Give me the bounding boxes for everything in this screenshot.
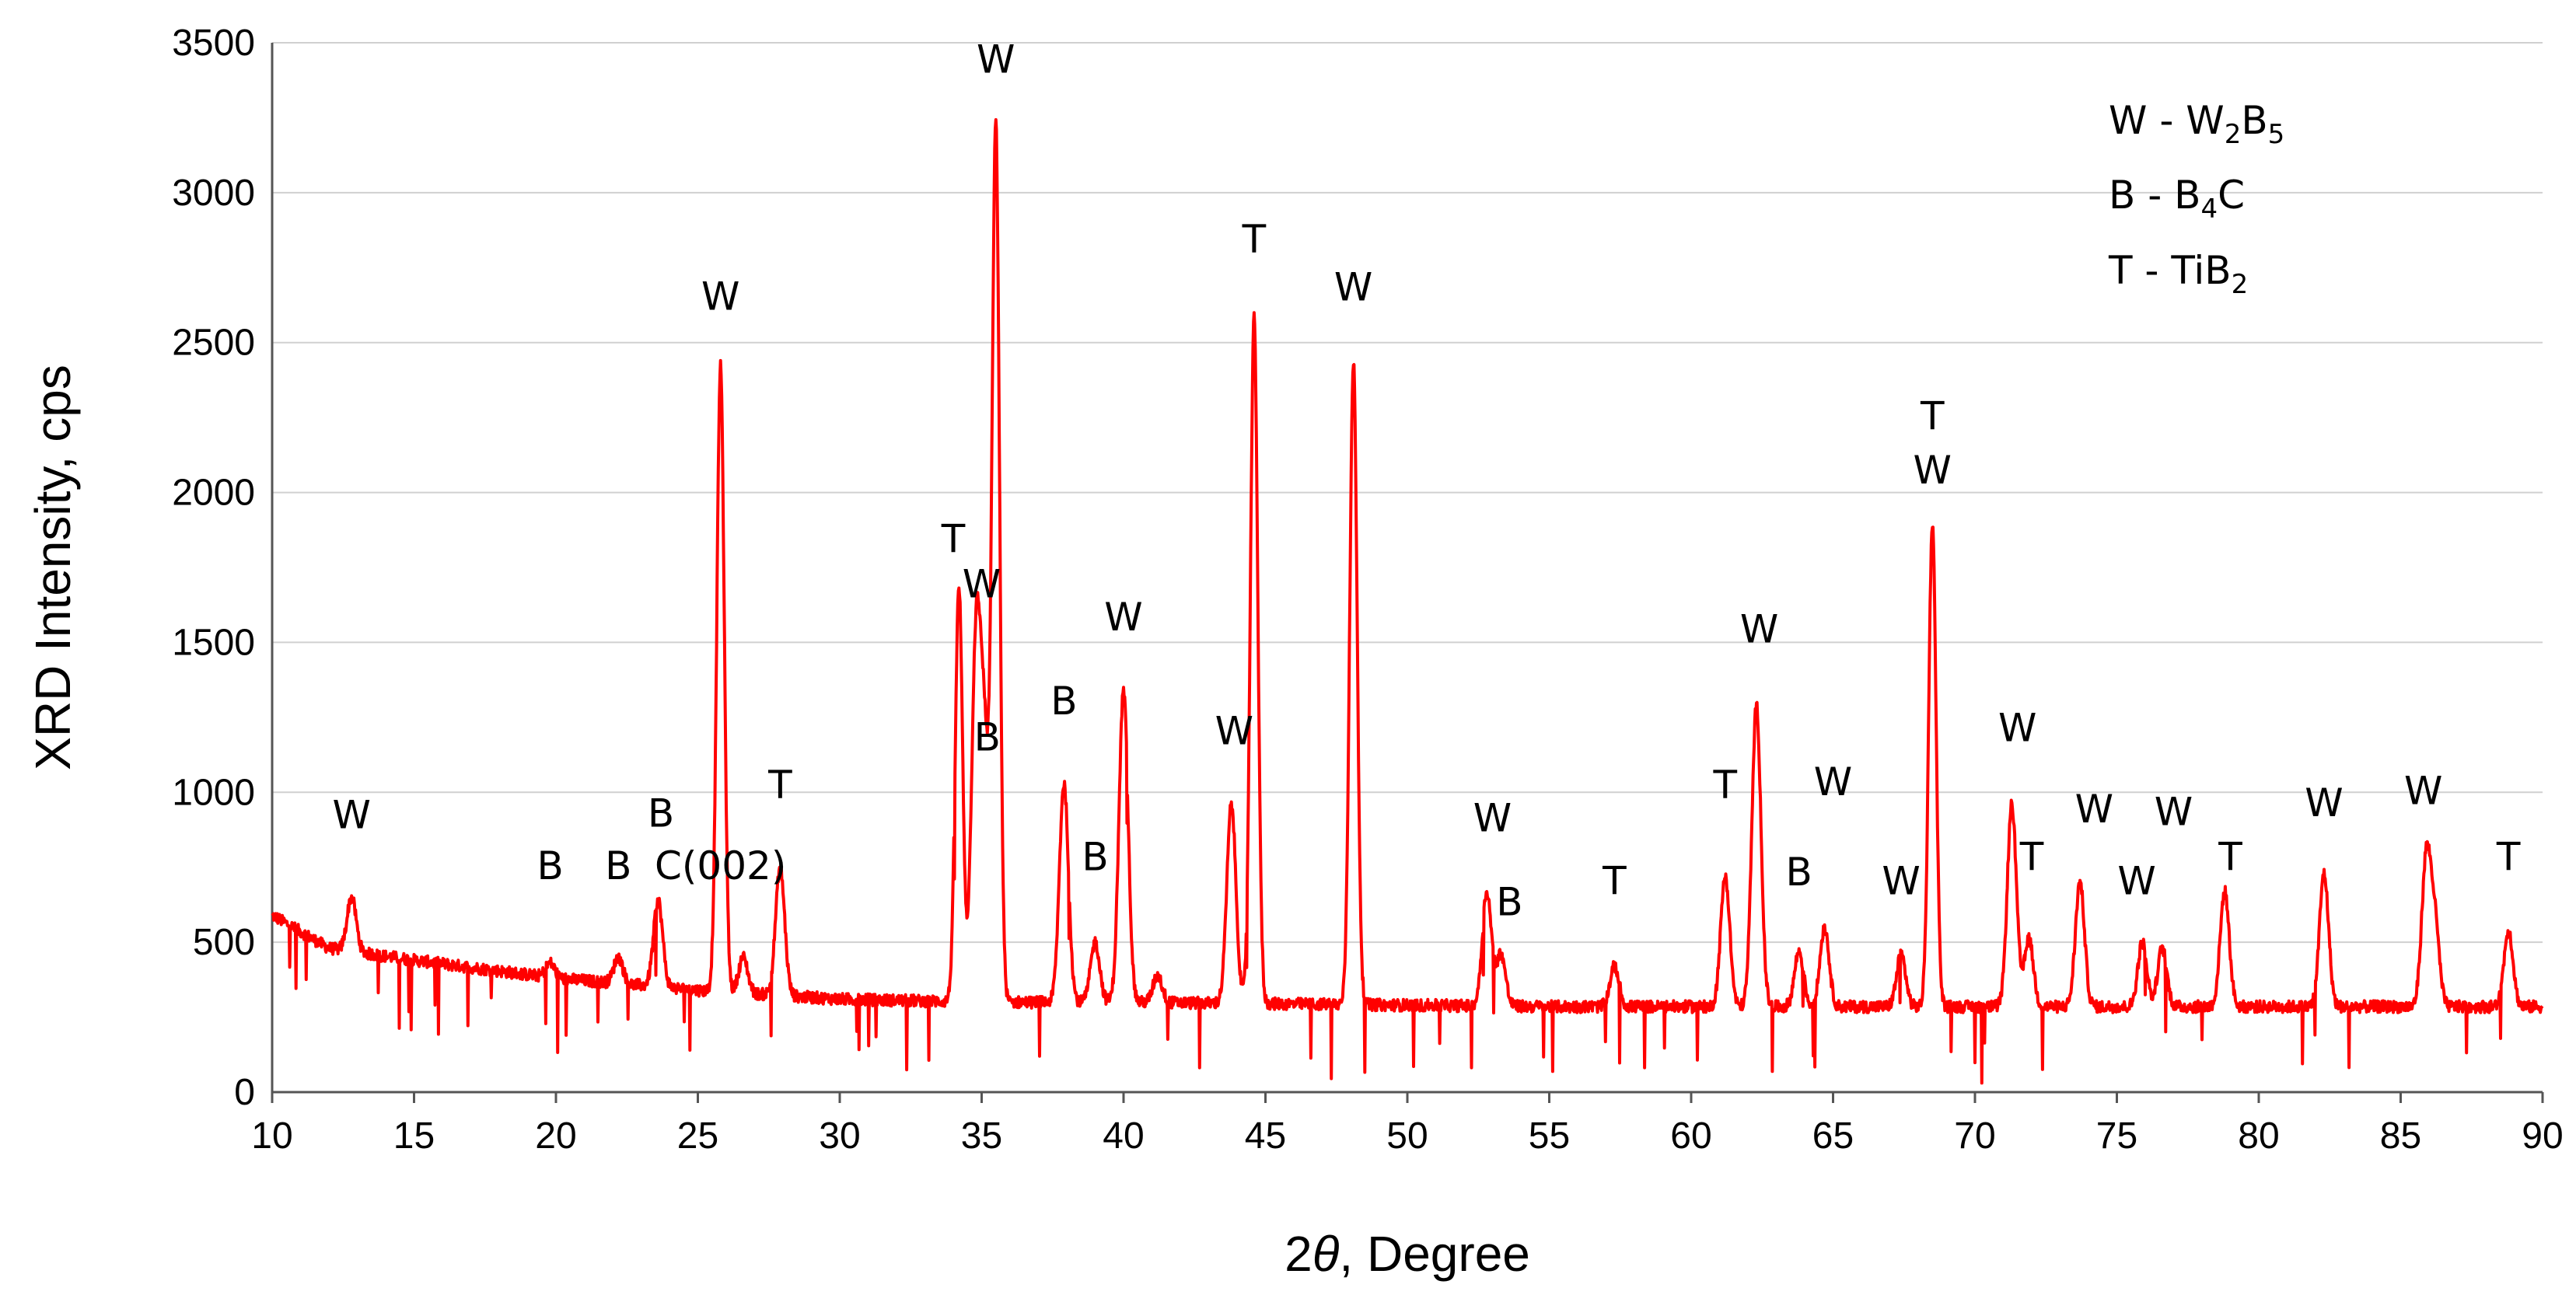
peak-label: B <box>1786 850 1812 895</box>
legend-entry-w-prefix: W - W <box>2109 98 2225 143</box>
peak-label: T <box>941 517 966 562</box>
peak-label: W <box>1882 858 1920 903</box>
legend-entry-b-mid: C <box>2218 173 2245 218</box>
y-tick-label: 1500 <box>172 622 255 663</box>
x-tick-label: 30 <box>819 1115 860 1157</box>
legend-entry-w-sub2: 5 <box>2268 119 2285 150</box>
peak-label: T <box>767 763 792 808</box>
y-axis-title: XRD Intensity, cps <box>25 365 81 770</box>
x-axis-title-suffix: , Degree <box>1339 1226 1529 1282</box>
gridlines <box>271 42 2544 1103</box>
x-tick-label: 55 <box>1529 1115 1570 1157</box>
x-tick-label: 60 <box>1670 1115 1711 1157</box>
x-tick-labels: 10 15 20 25 30 35 40 45 50 55 60 65 70 75 80 85 90 <box>251 1115 2563 1157</box>
peak-label: W <box>2404 769 2442 814</box>
x-tick-label: 90 <box>2522 1115 2563 1157</box>
peak-label: W <box>2155 790 2193 835</box>
peak-label: T <box>1920 394 1945 439</box>
legend: W - W2B5 B - B4C T - TiB2 <box>2108 98 2284 300</box>
y-tick-label: 3000 <box>172 173 255 214</box>
peak-label: W <box>1998 706 2036 751</box>
peak-label: W <box>1814 759 1852 805</box>
y-tick-label: 2000 <box>172 473 255 514</box>
legend-entry-t-sub1: 2 <box>2232 269 2249 300</box>
x-tick-label: 70 <box>1954 1115 1995 1157</box>
peak-label: W <box>977 37 1015 82</box>
xrd-pattern-line <box>271 118 2544 1085</box>
peak-label: W <box>1473 795 1512 840</box>
peak-label: T <box>2019 835 2044 880</box>
legend-entry-b: B - B4C <box>2109 173 2245 225</box>
x-tick-label: 75 <box>2096 1115 2137 1157</box>
peak-label: C(002) <box>655 843 786 888</box>
peak-label: T <box>1242 217 1267 262</box>
peak-label: B <box>648 791 674 836</box>
x-tick-label: 50 <box>1386 1115 1428 1157</box>
peak-label: W <box>2305 780 2343 826</box>
x-axis-title: 2θ, Degree <box>1285 1226 1530 1282</box>
peak-label: W <box>963 562 1001 607</box>
y-tick-label: 0 <box>234 1072 255 1113</box>
peak-label: W <box>2075 787 2113 832</box>
legend-entry-t: T - TiB2 <box>2108 248 2248 300</box>
legend-entry-w-mid: B <box>2241 98 2267 143</box>
y-tick-label: 1000 <box>172 772 255 813</box>
x-tick-label: 25 <box>677 1115 718 1157</box>
x-tick-label: 40 <box>1103 1115 1144 1157</box>
x-axis-title-prefix: 2 <box>1285 1226 1312 1282</box>
peak-label: W <box>1104 595 1142 640</box>
y-tick-label: 500 <box>193 922 255 963</box>
peak-label: W <box>1215 709 1253 754</box>
peak-label: T <box>2496 835 2521 880</box>
x-tick-label: 65 <box>1812 1115 1854 1157</box>
peak-label: B <box>1082 835 1108 880</box>
legend-entry-t-prefix: T - TiB <box>2108 248 2232 293</box>
x-axis-title-theta: θ <box>1312 1226 1340 1282</box>
peak-label: T <box>1602 858 1627 903</box>
x-tick-label: 35 <box>961 1115 1002 1157</box>
y-tick-label: 2500 <box>172 323 255 364</box>
peak-label: T <box>2218 835 2242 880</box>
x-tick-label: 85 <box>2380 1115 2421 1157</box>
x-tick-label: 10 <box>251 1115 292 1157</box>
y-tick-labels: 0 500 1000 1500 2000 2500 3000 3500 <box>172 23 255 1113</box>
peak-label: W <box>1914 448 1952 493</box>
legend-entry-b-prefix: B - B <box>2109 173 2200 218</box>
legend-entry-b-sub1: 4 <box>2200 194 2218 225</box>
x-tick-label: 80 <box>2238 1115 2279 1157</box>
peak-label: W <box>2117 858 2155 903</box>
peak-label: T <box>1713 763 1738 808</box>
peak-label: B <box>974 714 1001 759</box>
peak-label: W <box>1740 606 1778 651</box>
x-tick-label: 20 <box>535 1115 576 1157</box>
x-tick-label: 15 <box>393 1115 435 1157</box>
peak-label: B <box>1496 879 1522 924</box>
y-tick-label: 3500 <box>172 23 255 64</box>
peak-label: B <box>605 843 631 888</box>
legend-entry-w: W - W2B5 <box>2109 98 2284 150</box>
peak-label: B <box>537 843 564 888</box>
peak-label: B <box>1050 679 1077 724</box>
peak-label: W <box>701 274 739 319</box>
legend-entry-w-sub1: 2 <box>2225 119 2242 150</box>
peak-label: W <box>332 793 370 838</box>
x-tick-label: 45 <box>1245 1115 1286 1157</box>
peak-label: W <box>1334 265 1372 310</box>
